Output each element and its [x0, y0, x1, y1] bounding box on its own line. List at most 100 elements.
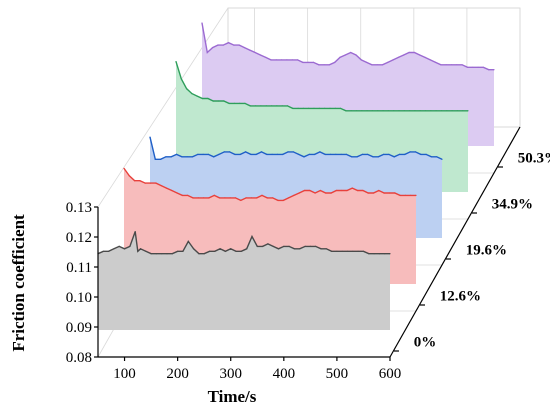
data-point — [361, 153, 363, 155]
data-point — [245, 151, 247, 153]
data-point — [383, 192, 385, 194]
data-point — [129, 245, 131, 247]
data-point — [398, 153, 401, 155]
y-tick-label: 0.11 — [66, 260, 92, 276]
data-point — [314, 192, 316, 194]
data-point — [377, 156, 379, 158]
data-point — [165, 187, 168, 189]
data-point — [202, 153, 204, 155]
data-point — [318, 64, 320, 66]
data-point — [272, 197, 274, 199]
data-point — [201, 22, 203, 24]
series-line — [175, 61, 468, 112]
data-point — [355, 54, 357, 56]
data-point — [224, 250, 226, 252]
y-tick-label: 0.12 — [66, 230, 92, 246]
data-point — [440, 64, 442, 66]
data-point — [398, 110, 400, 112]
data-point — [493, 69, 495, 71]
data-point — [372, 156, 374, 158]
data-point — [250, 197, 252, 199]
data-point — [222, 44, 224, 46]
data-point — [239, 153, 241, 155]
data-point — [335, 153, 337, 155]
data-point — [425, 153, 427, 155]
data-point — [139, 248, 142, 250]
y-axis-ticks: 0.08 0.09 0.10 0.11 0.12 0.13 — [66, 200, 98, 366]
data-point — [409, 110, 411, 112]
data-point — [123, 167, 125, 169]
data-point — [271, 105, 273, 107]
data-point — [382, 110, 384, 112]
front-frame — [97, 126, 521, 358]
data-point — [224, 197, 226, 199]
data-point — [197, 197, 199, 199]
data-point — [229, 197, 231, 199]
data-point — [304, 245, 306, 247]
data-point — [191, 93, 193, 95]
data-point — [313, 107, 315, 109]
series-label: 0% — [414, 334, 437, 350]
data-point — [335, 189, 337, 192]
x-axis-ticks: 100 200 300 400 500 600 — [113, 357, 401, 382]
data-point — [102, 250, 104, 252]
data-point — [150, 253, 152, 255]
data-point — [234, 197, 237, 199]
data-point — [291, 59, 293, 61]
data-point — [254, 51, 256, 54]
data-point — [361, 110, 363, 112]
data-point — [134, 231, 136, 233]
data-point — [282, 153, 284, 155]
data-point — [320, 248, 322, 250]
data-point — [176, 192, 178, 194]
data-point — [187, 194, 189, 196]
data-point — [180, 78, 182, 80]
series-0 — [97, 231, 391, 330]
data-point — [177, 250, 179, 252]
data-point — [233, 102, 235, 104]
data-point — [339, 56, 341, 59]
data-point — [325, 192, 327, 194]
data-point — [302, 61, 304, 64]
data-point — [372, 192, 375, 194]
data-point — [392, 59, 394, 61]
data-point — [441, 158, 443, 160]
data-point — [440, 110, 443, 112]
data-point — [255, 105, 257, 107]
y-tick-label: 0.09 — [66, 320, 92, 336]
y-tick-label: 0.08 — [66, 350, 92, 366]
data-point — [366, 61, 368, 64]
data-point — [345, 110, 347, 112]
data-point — [182, 250, 184, 252]
x-tick-label: 200 — [166, 366, 189, 382]
data-point — [265, 105, 267, 107]
data-point — [286, 105, 289, 107]
data-point — [238, 44, 240, 46]
data-point — [292, 107, 294, 109]
data-point — [113, 248, 115, 250]
data-point — [360, 59, 362, 61]
data-point — [410, 194, 412, 196]
series-line — [123, 167, 416, 202]
data-point — [261, 194, 263, 196]
data-point — [181, 156, 183, 158]
data-point — [175, 61, 177, 63]
series-layer — [97, 22, 495, 330]
data-point — [191, 156, 194, 158]
data-point — [293, 194, 295, 196]
data-point — [166, 253, 168, 255]
data-point — [207, 97, 209, 100]
data-point — [413, 51, 415, 54]
data-point — [198, 253, 200, 255]
data-point — [243, 47, 246, 49]
data-point — [299, 248, 301, 250]
data-point — [256, 245, 258, 247]
data-point — [331, 250, 333, 252]
data-point — [149, 136, 151, 138]
data-point — [186, 88, 188, 90]
data-point — [350, 110, 352, 112]
data-point — [259, 54, 261, 56]
data-point — [393, 156, 395, 158]
data-point — [212, 100, 214, 102]
data-point — [192, 197, 194, 199]
